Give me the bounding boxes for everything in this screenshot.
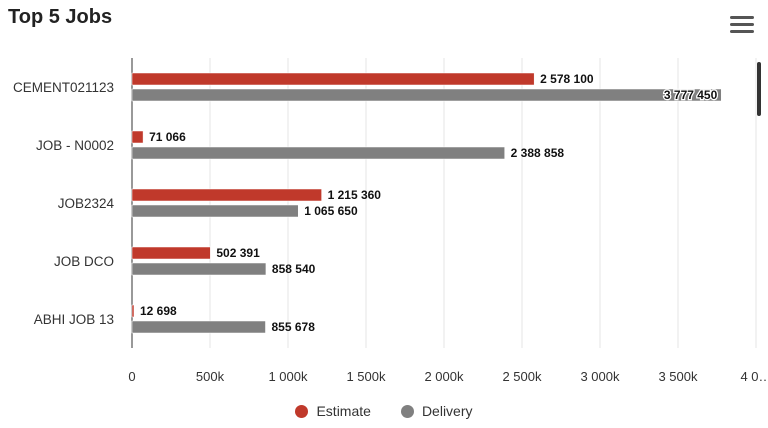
data-label-estimate: 1 215 360	[328, 188, 382, 202]
data-label-estimate: 2 578 100	[540, 72, 594, 86]
data-label-delivery: 2 388 858	[511, 146, 565, 160]
x-tick-label: 0	[128, 369, 135, 384]
menu-line	[730, 30, 754, 33]
x-tick-label: 1 000k	[268, 369, 308, 384]
x-tick-label: 1 500k	[346, 369, 386, 384]
bar-estimate	[131, 246, 211, 260]
bar-estimate	[131, 188, 322, 202]
data-label-delivery: 858 540	[272, 262, 316, 276]
menu-line	[730, 16, 754, 19]
legend-marker-estimate	[295, 404, 309, 418]
legend-marker-delivery	[400, 404, 414, 418]
x-tick-label: 500k	[196, 369, 225, 384]
category-label: CEMENT021123	[13, 80, 114, 95]
x-tick-label: 3 000k	[580, 369, 620, 384]
legend-label-estimate: Estimate	[316, 403, 371, 419]
x-tick-label: 3 500k	[658, 369, 698, 384]
data-label-estimate: 71 066	[149, 130, 186, 144]
menu-line	[730, 23, 754, 26]
chart-title: Top 5 Jobs	[8, 6, 113, 28]
bar-estimate	[131, 304, 135, 318]
legend-label-delivery: Delivery	[421, 403, 473, 419]
legend-item-delivery[interactable]: Delivery	[400, 403, 473, 419]
data-label-delivery: 855 678	[271, 320, 315, 334]
category-label: JOB2324	[58, 196, 115, 211]
bar-delivery	[131, 262, 267, 276]
hamburger-menu-icon[interactable]	[730, 16, 754, 36]
legend-item-estimate[interactable]: Estimate	[295, 403, 371, 419]
chart-legend: Estimate Delivery	[0, 403, 768, 419]
category-label: JOB DCO	[54, 254, 114, 269]
bar-delivery	[131, 204, 299, 218]
category-label: ABHI JOB 13	[34, 312, 114, 327]
x-tick-label: 2 500k	[502, 369, 542, 384]
data-label-estimate: 502 391	[216, 246, 260, 260]
x-tick-label: 2 000k	[424, 369, 464, 384]
x-tick-label: 4 0…	[740, 369, 768, 384]
bar-estimate	[131, 72, 535, 86]
bar-estimate	[131, 130, 144, 144]
data-label-estimate: 12 698	[140, 304, 177, 318]
bar-delivery	[131, 320, 266, 334]
category-label: JOB - N0002	[36, 138, 114, 153]
data-label-delivery: 1 065 650	[304, 204, 358, 218]
bar-delivery	[131, 88, 722, 102]
data-label-delivery: 3 777 450	[664, 88, 718, 102]
bar-delivery	[131, 146, 505, 160]
scrollbar-thumb[interactable]	[757, 62, 761, 116]
